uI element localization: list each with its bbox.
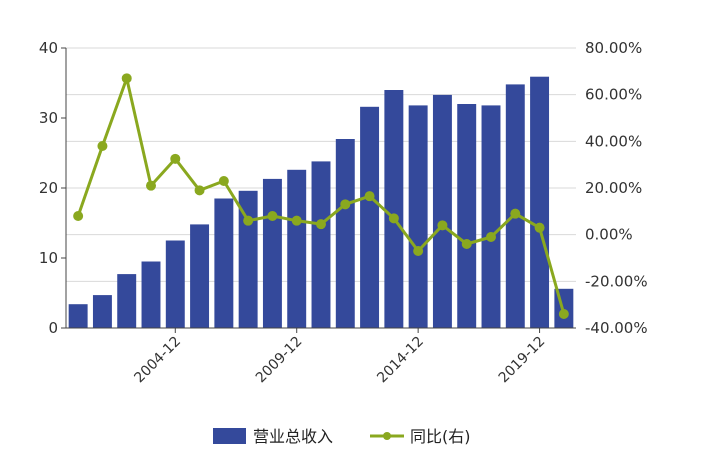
bar [141, 261, 161, 328]
left-tick-label: 10 [39, 249, 58, 267]
yoy-point [510, 208, 521, 219]
bar [505, 84, 525, 329]
left-tick-label: 20 [39, 179, 58, 197]
left-tick-label: 0 [48, 319, 58, 337]
right-tick-label: -40.00% [585, 319, 648, 337]
left-axis-ticks: 0 10 20 30 40 [39, 39, 66, 337]
bar [335, 139, 355, 328]
bar [165, 240, 185, 328]
yoy-point [146, 180, 156, 191]
yoy-point [461, 239, 472, 249]
left-tick-label: 30 [39, 109, 58, 127]
legend-marker-yoy [383, 432, 391, 440]
yoy-point [437, 220, 448, 231]
yoy-point [170, 153, 181, 164]
bar [68, 304, 88, 328]
bar [530, 76, 550, 328]
right-tick-label: 60.00% [585, 86, 642, 104]
yoy-point [291, 215, 302, 226]
legend[interactable]: 营业总收入 同比(右) [213, 427, 471, 446]
yoy-point [340, 199, 351, 210]
yoy-point [121, 73, 132, 84]
x-tick-label: 2009-12 [253, 334, 306, 387]
yoy-point [364, 191, 375, 202]
x-tick-label: 2014-12 [374, 334, 427, 387]
yoy-point [97, 141, 108, 151]
right-tick-label: 80.00% [585, 39, 642, 57]
bar [384, 90, 404, 328]
right-tick-label: 0.00% [585, 226, 633, 244]
yoy-point [316, 219, 326, 230]
bar [481, 105, 501, 329]
right-tick-label: 40.00% [585, 132, 642, 150]
bar [432, 94, 452, 329]
yoy-point [218, 176, 229, 186]
bar [408, 105, 428, 329]
legend-label-yoy: 同比(右) [410, 427, 471, 446]
yoy-point [486, 232, 496, 242]
bar [457, 104, 477, 328]
yoy-point [388, 213, 399, 224]
bar [117, 274, 137, 328]
bar [92, 295, 112, 328]
yoy-point [267, 211, 278, 221]
x-tick-label: 2019-12 [496, 334, 549, 387]
right-tick-label: -20.00% [585, 272, 648, 290]
yoy-point [194, 185, 205, 196]
yoy-point [73, 211, 84, 221]
bar [190, 224, 210, 328]
x-tick-label: 2004-12 [131, 334, 184, 387]
bar [287, 169, 307, 328]
left-tick-label: 40 [39, 39, 58, 57]
bar [262, 178, 282, 328]
x-axis-ticks: 2004-12 2009-12 2014-12 2019-12 [131, 328, 548, 386]
yoy-point [413, 246, 424, 256]
bar [238, 190, 258, 328]
line-series [73, 73, 569, 319]
legend-swatch-revenue [213, 428, 246, 444]
yoy-point [558, 309, 569, 319]
right-axis-ticks: -40.00% -20.00% 0.00% 20.00% 40.00% 60.00% 80.… [585, 39, 648, 337]
bar-series [68, 76, 574, 329]
yoy-point [534, 222, 545, 233]
yoy-point [243, 215, 254, 226]
bar [214, 198, 234, 328]
bar [360, 106, 380, 328]
bar [311, 161, 331, 328]
legend-label-revenue: 营业总收入 [253, 427, 333, 446]
right-tick-label: 20.00% [585, 179, 642, 197]
